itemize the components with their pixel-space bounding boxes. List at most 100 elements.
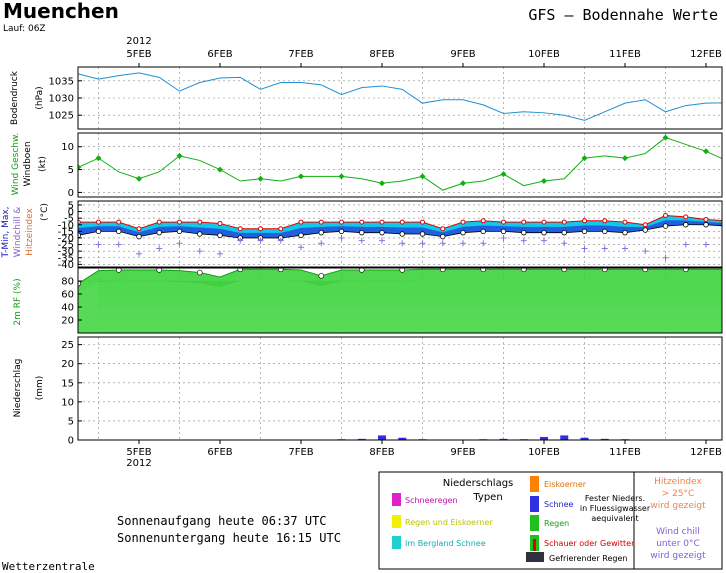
legend-fester-2: in Fluessigwasser <box>580 504 651 513</box>
y-tick-temperature-0: 0 <box>68 207 74 218</box>
wind-marker <box>95 155 102 162</box>
windchill-point <box>115 241 122 248</box>
x-tick-top-5FEB: 5FEB <box>126 49 151 60</box>
windchill-point <box>237 237 244 244</box>
humidity-point <box>601 268 608 273</box>
t-max-point <box>197 219 203 225</box>
t-min-point <box>622 229 628 236</box>
t-max-point <box>318 219 324 225</box>
windchill-point <box>703 241 709 248</box>
t-min-point <box>379 229 385 236</box>
precip-bar <box>560 435 569 440</box>
precip-unit: (mm) <box>35 376 45 401</box>
wind-marker <box>500 171 507 178</box>
legend-fester-1: Fester Nieders. <box>585 494 645 503</box>
legend-hitze-2: > 25°C <box>662 489 695 499</box>
t-min-point <box>500 228 507 235</box>
panel-precip: 0 5 10 15 20 25 <box>61 336 723 447</box>
t-max-point <box>622 219 628 225</box>
t-min-point <box>460 229 466 236</box>
t-min-point <box>703 222 709 228</box>
x-tick-top-7FEB: 7FEB <box>288 49 313 60</box>
y-tick-temperature--15: -15 <box>58 227 74 238</box>
t-max-point <box>379 219 385 225</box>
t-max-point <box>683 214 689 220</box>
wind-marker <box>298 173 304 180</box>
precip-bar <box>357 438 366 440</box>
legend-fester-3: aequivalent <box>591 514 638 523</box>
humidity-point <box>682 268 689 273</box>
x-tick-bottom-9FEB: 9FEB <box>450 447 475 458</box>
t-max-point <box>480 218 486 224</box>
y-tick-humidity-40: 40 <box>61 303 74 314</box>
precip-bar <box>378 435 386 440</box>
precip-bar <box>499 438 508 440</box>
x-tick-bottom-11FEB: 11FEB <box>609 447 641 458</box>
legend-swatch-schnee <box>530 496 539 512</box>
x-tick-bottom-6FEB: 6FEB <box>207 447 232 458</box>
y-tick-temperature--5: -5 <box>64 214 74 225</box>
wind-marker <box>338 173 345 180</box>
legend-chill-1: Wind chill <box>656 527 700 537</box>
legend-chill-3: wird gezeigt <box>650 551 706 561</box>
x-tick-top-9FEB: 9FEB <box>450 49 475 60</box>
panel-wind: 0 5 10 <box>61 132 723 199</box>
windchill-point <box>176 240 183 247</box>
legend-swatch-regen-eis <box>392 515 401 528</box>
wind-marker <box>78 164 82 171</box>
temp-ylabel-1: T-Min, Max, <box>1 206 11 258</box>
pressure-line <box>78 72 722 121</box>
windchill-point <box>642 248 649 255</box>
legend-schauer: Schauer oder Gewitter <box>544 539 635 548</box>
legend-swatch-schauer-core <box>533 539 536 551</box>
humidity-point <box>480 268 487 273</box>
t-max-point <box>501 219 506 225</box>
t-max-point <box>440 226 446 232</box>
t-min-point <box>662 223 669 229</box>
t-min-point <box>298 232 304 239</box>
x-tick-top-12FEB: 12FEB <box>690 49 722 60</box>
precip-bar <box>600 438 609 440</box>
humidity-point <box>520 268 527 273</box>
chart-title: GFS — Bodennahe Werte <box>528 6 718 24</box>
wind-marker <box>622 155 628 162</box>
legend: Niederschlags Typen Schneeregen Regen un… <box>378 471 723 570</box>
t-max-point <box>420 219 425 225</box>
t-max-point <box>136 226 142 232</box>
humidity-point <box>237 268 244 273</box>
humidity-ylabel: 2m RF (%) <box>13 278 23 325</box>
windchill-point <box>277 237 284 244</box>
legend-swatch-bergland <box>392 536 401 549</box>
y-tick-wind-0: 0 <box>68 188 74 199</box>
legend-heat-frame <box>633 471 723 570</box>
humidity-point <box>642 268 649 273</box>
wind-marker <box>257 175 264 182</box>
windchill-point <box>500 234 507 241</box>
humidity-point <box>115 268 122 273</box>
precip-ylabel: Niederschlag <box>13 359 23 418</box>
y-tick-precip-15: 15 <box>61 378 74 389</box>
t-min-point <box>480 228 486 235</box>
y-tick-precip-5: 5 <box>68 416 74 427</box>
sunrise-text: Sonnenaufgang heute 06:37 UTC <box>117 514 327 528</box>
humidity-area-lower <box>78 280 722 333</box>
t-min-point <box>642 227 648 233</box>
wind-ylabel-1: Wind Geschw. <box>11 133 21 196</box>
t-min-point <box>95 228 102 235</box>
sunset-text: Sonnenuntergang heute 16:15 UTC <box>117 531 341 545</box>
t-max-point <box>237 226 243 232</box>
x-tick-bottom-7FEB: 7FEB <box>288 447 313 458</box>
wind-marker <box>379 180 385 187</box>
t-min-point <box>399 231 405 237</box>
t-max-point <box>399 219 405 225</box>
windchill-point <box>662 254 669 261</box>
t-min-point <box>440 233 446 240</box>
legend-eiskoerner: Eiskoerner <box>544 480 587 489</box>
t-max-point <box>602 218 608 224</box>
t-max-point <box>339 219 344 225</box>
year-top-label: 2012 <box>126 36 151 47</box>
t-min-point <box>602 228 608 235</box>
legend-hitze-1: Hitzeindex <box>654 477 702 487</box>
panel-pressure: 1025 1030 1035 <box>49 66 723 130</box>
y-tick-precip-10: 10 <box>61 397 74 408</box>
